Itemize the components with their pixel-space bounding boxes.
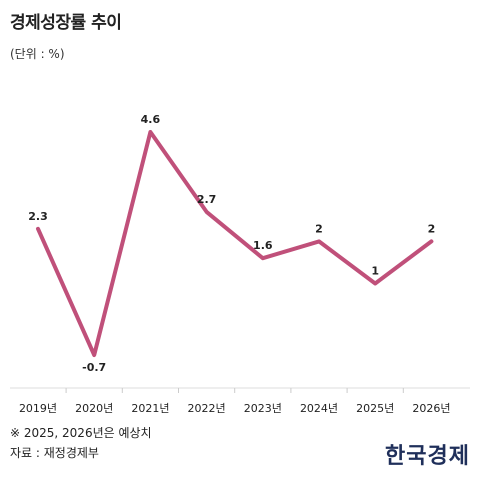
x-tick-label: 2023년 <box>244 402 282 415</box>
data-label: -0.7 <box>82 361 106 374</box>
x-tick-label: 2020년 <box>75 402 113 415</box>
x-tick-label: 2026년 <box>412 402 450 415</box>
data-label: 1.6 <box>253 239 273 252</box>
series-line <box>36 130 434 357</box>
line-chart: 2019년 2020년 2021년 2022년 2023년 2024년 2025년 2026년… <box>10 113 470 415</box>
x-tick-label: 2019년 <box>19 402 57 415</box>
x-tick-label: 2024년 <box>300 402 338 415</box>
chart-title: 경제성장률 추이 <box>10 13 122 33</box>
data-label: 4.6 <box>141 113 161 126</box>
data-label: 2 <box>428 222 436 235</box>
publisher-logo: 한국경제 <box>385 443 470 469</box>
x-tick-label: 2022년 <box>188 402 226 415</box>
x-tick-label: 2021년 <box>131 402 169 415</box>
forecast-note: ※ 2025, 2026년은 예상치 <box>10 426 152 440</box>
unit-label: (단위 : %) <box>10 47 65 61</box>
data-label: 2.3 <box>28 210 48 223</box>
data-label: 1 <box>371 264 379 277</box>
data-label: 2 <box>315 222 323 235</box>
x-tick-label: 2025년 <box>356 402 394 415</box>
data-label: 2.7 <box>197 193 217 206</box>
source-text: 자료 : 재정경제부 <box>10 446 99 460</box>
